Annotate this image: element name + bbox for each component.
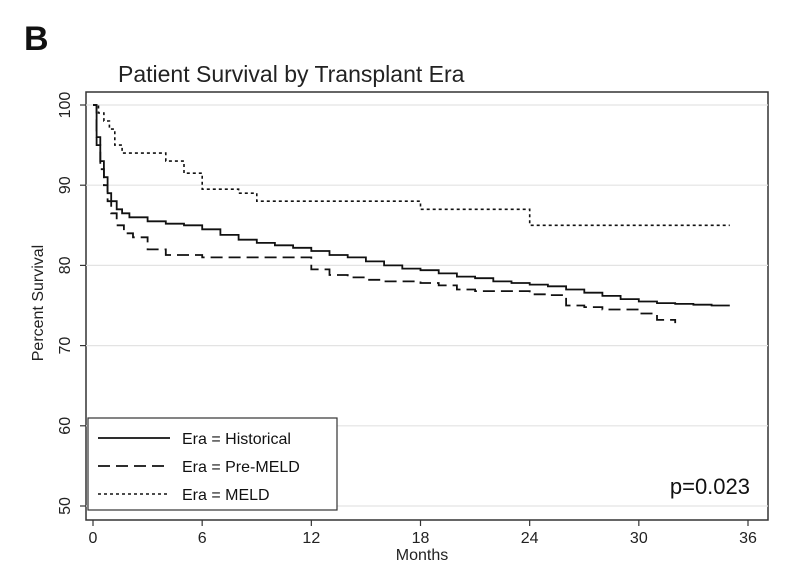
y-tick-label-90: 90 — [57, 176, 74, 194]
x-tick-label-0: 0 — [89, 530, 98, 547]
p-value-annotation: p=0.023 — [670, 474, 750, 499]
axes: 50 60 70 80 90 100 0 6 12 18 24 30 36 — [57, 92, 757, 547]
x-tick-label-30: 30 — [630, 530, 648, 547]
legend-label-2: Era = Pre-MELD — [182, 459, 300, 476]
x-tick-label-24: 24 — [521, 530, 539, 547]
x-tick-label-36: 36 — [739, 530, 757, 547]
legend: Era = Historical Era = Pre-MELD Era = MELD — [87, 417, 338, 511]
x-tick-label-6: 6 — [198, 530, 207, 547]
series-line-2 — [93, 104, 677, 324]
panel-label: B — [24, 20, 49, 58]
y-tick-label-60: 60 — [57, 417, 74, 435]
y-tick-label-80: 80 — [57, 256, 74, 274]
x-tick-label-12: 12 — [302, 530, 320, 547]
y-axis-title: Percent Survival — [30, 245, 47, 362]
y-tick-label-70: 70 — [57, 337, 74, 355]
x-tick-label-18: 18 — [412, 530, 430, 547]
series-lines — [93, 104, 730, 324]
y-tick-label-100: 100 — [57, 92, 74, 119]
x-axis-title: Months — [396, 547, 448, 564]
legend-label-1: Era = Historical — [182, 431, 291, 448]
chart-title: Patient Survival by Transplant Era — [118, 61, 465, 87]
series-line-3 — [93, 104, 730, 227]
legend-label-3: Era = MELD — [182, 487, 270, 504]
y-tick-label-50: 50 — [57, 497, 74, 515]
series-line-1 — [93, 104, 730, 307]
